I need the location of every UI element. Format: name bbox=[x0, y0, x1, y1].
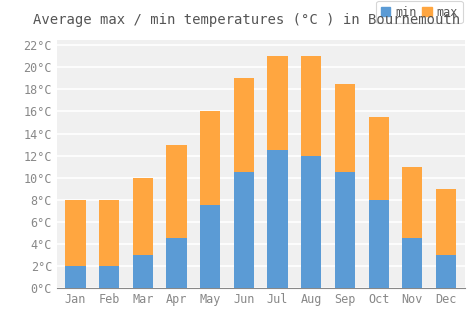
Bar bbox=[267, 56, 288, 288]
Bar bbox=[200, 205, 220, 288]
Bar bbox=[65, 200, 85, 288]
Bar bbox=[402, 238, 422, 288]
Bar bbox=[436, 189, 456, 288]
Bar bbox=[436, 255, 456, 288]
Bar bbox=[234, 78, 254, 288]
Bar bbox=[166, 145, 187, 288]
Bar bbox=[335, 84, 355, 288]
Bar bbox=[301, 156, 321, 288]
Bar bbox=[200, 112, 220, 288]
Bar bbox=[234, 172, 254, 288]
Bar bbox=[99, 200, 119, 288]
Bar bbox=[65, 266, 85, 288]
Bar bbox=[335, 172, 355, 288]
Bar bbox=[99, 266, 119, 288]
Bar bbox=[402, 166, 422, 288]
Bar bbox=[166, 238, 187, 288]
Bar bbox=[301, 56, 321, 288]
Bar bbox=[368, 117, 389, 288]
Text: Average max / min temperatures (°C ) in Bournemouth: Average max / min temperatures (°C ) in … bbox=[33, 13, 460, 27]
Legend: min, max: min, max bbox=[376, 1, 463, 24]
Bar bbox=[368, 200, 389, 288]
Bar bbox=[267, 150, 288, 288]
Bar bbox=[133, 255, 153, 288]
Bar bbox=[133, 178, 153, 288]
